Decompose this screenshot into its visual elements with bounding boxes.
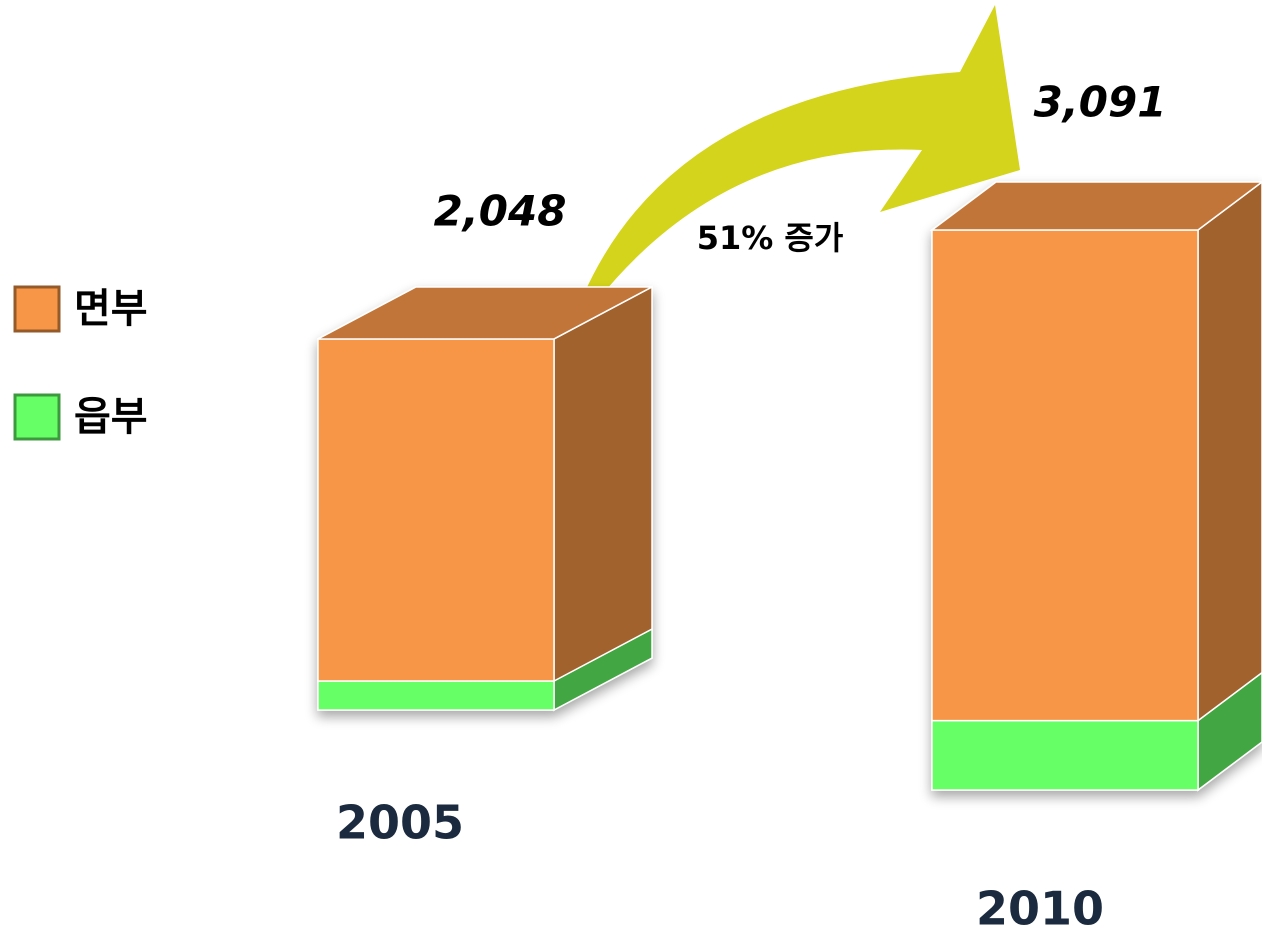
- legend-label: 면부: [74, 286, 148, 332]
- bar-side: [1197, 181, 1262, 723]
- bar-stack: [317, 285, 653, 712]
- category-label: 2010: [976, 882, 1104, 933]
- bar-segment: [931, 229, 1199, 722]
- legend-swatch: [13, 393, 61, 441]
- legend-swatch: [13, 285, 61, 333]
- bar-top: [929, 181, 1262, 231]
- bar-top: [317, 286, 653, 340]
- bar-segment: [931, 719, 1199, 791]
- bar-segment: [317, 680, 555, 711]
- bars: [317, 181, 1262, 792]
- bar-side: [553, 285, 653, 683]
- bar-segment: [317, 338, 555, 682]
- total-label: 3,091: [1034, 78, 1167, 127]
- annotation: 51% 증가: [697, 219, 844, 257]
- growth-arrow: [565, 5, 1020, 345]
- bar-stack: [929, 181, 1262, 792]
- total-label: 2,048: [434, 186, 567, 235]
- category-label: 2005: [336, 796, 464, 850]
- legend-label: 읍부: [74, 394, 148, 440]
